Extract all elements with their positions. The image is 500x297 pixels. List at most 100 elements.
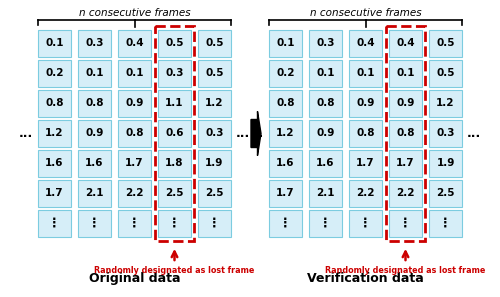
FancyBboxPatch shape <box>429 150 462 177</box>
FancyBboxPatch shape <box>78 150 111 177</box>
FancyBboxPatch shape <box>158 180 191 207</box>
Text: 1.9: 1.9 <box>436 159 454 168</box>
FancyBboxPatch shape <box>349 120 382 147</box>
Text: 2.2: 2.2 <box>396 189 415 198</box>
Text: 1.7: 1.7 <box>276 189 295 198</box>
FancyBboxPatch shape <box>38 180 71 207</box>
Text: ...: ... <box>250 127 264 140</box>
Text: 0.9: 0.9 <box>86 129 103 138</box>
Text: 0.9: 0.9 <box>396 99 414 108</box>
FancyBboxPatch shape <box>429 180 462 207</box>
Text: 0.3: 0.3 <box>436 129 455 138</box>
FancyBboxPatch shape <box>158 60 191 87</box>
Polygon shape <box>251 111 261 156</box>
Text: 1.7: 1.7 <box>125 159 144 168</box>
Text: 0.1: 0.1 <box>276 39 295 48</box>
FancyBboxPatch shape <box>389 150 422 177</box>
FancyBboxPatch shape <box>269 30 302 57</box>
FancyBboxPatch shape <box>349 210 382 237</box>
Text: 1.2: 1.2 <box>276 129 295 138</box>
FancyBboxPatch shape <box>38 120 71 147</box>
FancyBboxPatch shape <box>269 120 302 147</box>
FancyBboxPatch shape <box>389 210 422 237</box>
Text: 0.5: 0.5 <box>436 69 455 78</box>
Text: 0.8: 0.8 <box>396 129 415 138</box>
FancyBboxPatch shape <box>389 60 422 87</box>
FancyBboxPatch shape <box>309 90 342 117</box>
Text: 0.5: 0.5 <box>165 39 184 48</box>
Text: ⋮: ⋮ <box>128 217 141 230</box>
FancyBboxPatch shape <box>349 90 382 117</box>
Text: 1.7: 1.7 <box>356 159 375 168</box>
FancyBboxPatch shape <box>38 210 71 237</box>
FancyBboxPatch shape <box>78 60 111 87</box>
Text: 0.1: 0.1 <box>85 69 104 78</box>
Text: 0.8: 0.8 <box>276 99 295 108</box>
Text: 0.1: 0.1 <box>125 69 144 78</box>
FancyBboxPatch shape <box>118 210 151 237</box>
Text: 0.8: 0.8 <box>316 99 335 108</box>
FancyBboxPatch shape <box>429 210 462 237</box>
Text: ⋮: ⋮ <box>48 217 61 230</box>
Text: 1.2: 1.2 <box>45 129 64 138</box>
FancyBboxPatch shape <box>118 90 151 117</box>
FancyBboxPatch shape <box>118 150 151 177</box>
Text: 0.1: 0.1 <box>45 39 64 48</box>
FancyBboxPatch shape <box>269 60 302 87</box>
FancyBboxPatch shape <box>198 120 231 147</box>
Text: 0.4: 0.4 <box>125 39 144 48</box>
Text: Verification data: Verification data <box>307 272 424 285</box>
Text: 0.2: 0.2 <box>45 69 64 78</box>
Text: 2.2: 2.2 <box>125 189 144 198</box>
Text: Randomly designated as lost frame: Randomly designated as lost frame <box>326 266 486 275</box>
FancyBboxPatch shape <box>158 120 191 147</box>
FancyBboxPatch shape <box>429 120 462 147</box>
Text: 1.2: 1.2 <box>206 99 224 108</box>
FancyBboxPatch shape <box>38 30 71 57</box>
Text: 0.5: 0.5 <box>206 69 224 78</box>
FancyBboxPatch shape <box>38 90 71 117</box>
Text: Randomly designated as lost frame: Randomly designated as lost frame <box>94 266 254 275</box>
FancyBboxPatch shape <box>429 60 462 87</box>
Text: 2.5: 2.5 <box>206 189 224 198</box>
FancyBboxPatch shape <box>349 180 382 207</box>
Text: ⋮: ⋮ <box>399 217 412 230</box>
Text: 0.3: 0.3 <box>85 39 104 48</box>
Text: 1.2: 1.2 <box>436 99 455 108</box>
FancyBboxPatch shape <box>349 60 382 87</box>
FancyBboxPatch shape <box>158 150 191 177</box>
FancyBboxPatch shape <box>78 90 111 117</box>
FancyBboxPatch shape <box>198 60 231 87</box>
Text: ...: ... <box>467 127 481 140</box>
Text: 2.1: 2.1 <box>85 189 104 198</box>
Text: 0.8: 0.8 <box>85 99 104 108</box>
Text: 1.6: 1.6 <box>316 159 335 168</box>
Text: 2.1: 2.1 <box>316 189 335 198</box>
Text: ⋮: ⋮ <box>320 217 332 230</box>
FancyBboxPatch shape <box>269 180 302 207</box>
Text: 0.5: 0.5 <box>436 39 455 48</box>
Text: 0.3: 0.3 <box>316 39 335 48</box>
FancyBboxPatch shape <box>118 120 151 147</box>
FancyBboxPatch shape <box>78 210 111 237</box>
Text: 0.3: 0.3 <box>165 69 184 78</box>
Text: 1.6: 1.6 <box>276 159 295 168</box>
Text: n consecutive frames: n consecutive frames <box>78 8 190 18</box>
Text: 0.9: 0.9 <box>356 99 374 108</box>
Text: 2.5: 2.5 <box>436 189 455 198</box>
FancyBboxPatch shape <box>198 150 231 177</box>
FancyBboxPatch shape <box>118 30 151 57</box>
FancyBboxPatch shape <box>158 210 191 237</box>
FancyBboxPatch shape <box>118 60 151 87</box>
Text: 1.9: 1.9 <box>206 159 224 168</box>
Text: 0.4: 0.4 <box>356 39 375 48</box>
Text: 0.2: 0.2 <box>276 69 295 78</box>
Text: 0.1: 0.1 <box>316 69 335 78</box>
FancyBboxPatch shape <box>269 90 302 117</box>
FancyBboxPatch shape <box>309 180 342 207</box>
FancyBboxPatch shape <box>429 30 462 57</box>
Text: ⋮: ⋮ <box>208 217 221 230</box>
Text: n consecutive frames: n consecutive frames <box>310 8 422 18</box>
FancyBboxPatch shape <box>309 120 342 147</box>
FancyBboxPatch shape <box>309 150 342 177</box>
